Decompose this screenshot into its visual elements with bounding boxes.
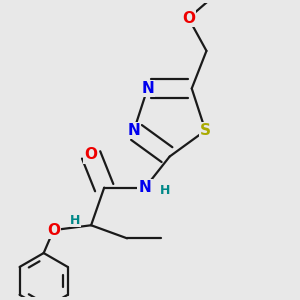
Text: H: H <box>70 214 81 227</box>
Text: N: N <box>141 81 154 96</box>
Text: O: O <box>85 147 98 162</box>
Text: O: O <box>47 223 60 238</box>
Text: H: H <box>160 184 171 197</box>
Text: N: N <box>128 123 140 138</box>
Text: O: O <box>182 11 195 26</box>
Text: N: N <box>139 180 152 195</box>
Text: S: S <box>200 123 211 138</box>
